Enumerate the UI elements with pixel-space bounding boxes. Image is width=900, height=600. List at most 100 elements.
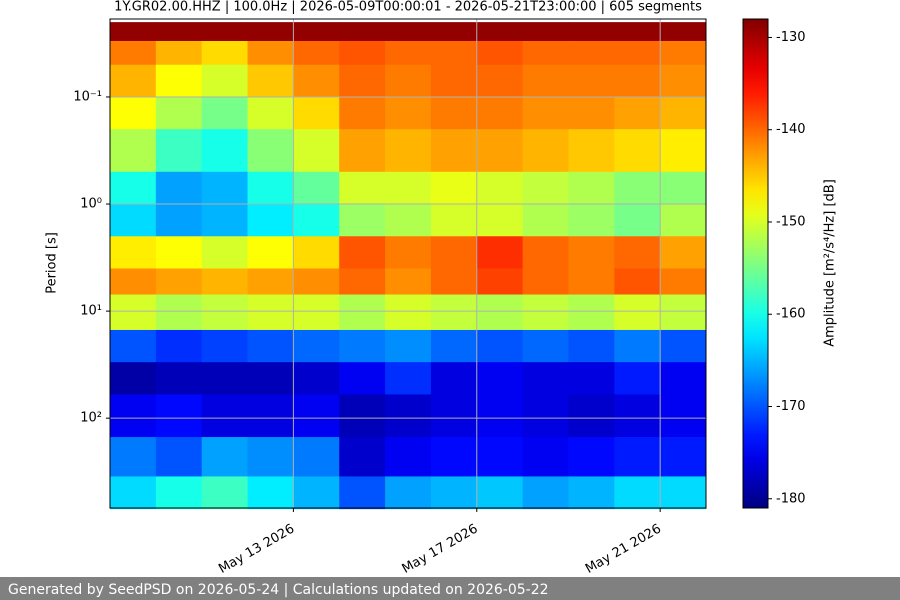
heatmap-cell [660, 268, 707, 296]
heatmap-cell [660, 171, 707, 205]
heatmap-cell [201, 40, 249, 66]
heatmap-cell [660, 40, 707, 66]
heatmap-cell [339, 329, 386, 363]
heatmap-cell [568, 394, 615, 438]
heatmap-cell [293, 294, 340, 331]
heatmap-cell [385, 96, 432, 130]
heatmap-cell [339, 40, 386, 66]
heatmap-cell [293, 394, 340, 438]
colorbar-tick-label: -180 [776, 491, 806, 506]
heatmap-cell [614, 236, 661, 270]
heatmap-cell [247, 329, 294, 363]
heatmap-cell [614, 171, 661, 205]
heatmap-cell [385, 129, 432, 173]
heatmap-cell [155, 129, 203, 173]
heatmap-cell [247, 294, 294, 331]
heatmap-cell [247, 437, 294, 477]
heatmap-cell [247, 204, 294, 237]
heatmap-cell [293, 40, 340, 66]
heatmap-cell [385, 204, 432, 237]
heatmap-cell [201, 329, 249, 363]
heatmap-cell [476, 40, 524, 66]
heatmap-cell [614, 64, 661, 98]
heatmap-cell [614, 294, 661, 331]
heatmap-cell [110, 394, 157, 438]
colorbar-tick-label: -130 [776, 30, 806, 45]
heatmap-cell [247, 64, 294, 98]
heatmap-cell [110, 476, 157, 510]
heatmap-cell [568, 362, 615, 395]
heatmap-cell [660, 236, 707, 270]
heatmap-cell [568, 171, 615, 205]
heatmap-cell [201, 171, 249, 205]
heatmap-cell [201, 22, 249, 42]
heatmap-cell [339, 476, 386, 510]
heatmap-cell [339, 394, 386, 438]
heatmap-cell [155, 236, 203, 270]
heatmap-cell [476, 268, 524, 296]
heatmap-cell [155, 204, 203, 237]
heatmap-cell [155, 268, 203, 296]
heatmap-cell [339, 171, 386, 205]
heatmap-cell [568, 96, 615, 130]
x-tick-label: May 13 2026 [216, 522, 297, 577]
heatmap-cell [155, 64, 203, 98]
heatmap-cell [476, 437, 524, 477]
heatmap-cell [293, 329, 340, 363]
heatmap-cell [385, 476, 432, 510]
heatmap-cell [339, 129, 386, 173]
heatmap-cell [293, 129, 340, 173]
heatmap-cell [385, 437, 432, 477]
heatmap-cell [110, 64, 157, 98]
heatmap-cell [476, 394, 524, 438]
heatmap-cell [110, 236, 157, 270]
heatmap-cell [339, 204, 386, 237]
heatmap-cell [476, 236, 524, 270]
heatmap-cell [293, 204, 340, 237]
heatmap-cell [201, 362, 249, 395]
heatmap-cell [522, 294, 569, 331]
heatmap-cell [110, 329, 157, 363]
heatmap-cell [110, 204, 157, 237]
heatmap-cell [660, 394, 707, 438]
heatmap-cell [430, 362, 478, 395]
heatmap-cell [293, 476, 340, 510]
heatmap-cell [339, 362, 386, 395]
heatmap-cell [614, 22, 661, 42]
heatmap-cell [293, 437, 340, 477]
heatmap-cell [660, 22, 707, 42]
heatmap-cell [385, 268, 432, 296]
heatmap-cell [660, 294, 707, 331]
y-axis-label: Period [s] [45, 232, 60, 294]
heatmap-cell [385, 236, 432, 270]
heatmap-cell [430, 204, 478, 237]
heatmap-cell [293, 22, 340, 42]
heatmap-cell [247, 362, 294, 395]
footer-text: Generated by SeedPSD on 2026-05-24 | Cal… [8, 582, 549, 598]
heatmap-cell [476, 22, 524, 42]
heatmap-cell [201, 129, 249, 173]
colorbar-tick-label: -150 [776, 214, 806, 229]
heatmap-cell [522, 394, 569, 438]
heatmap-cell [476, 204, 524, 237]
heatmap-cell [247, 394, 294, 438]
heatmap-cell [430, 171, 478, 205]
heatmap-cell [110, 96, 157, 130]
heatmap-cell [201, 96, 249, 130]
heatmap-cell [110, 294, 157, 331]
heatmap-cell [614, 476, 661, 510]
heatmap-cell [155, 394, 203, 438]
heatmap-cell [614, 362, 661, 395]
heatmap-cell [660, 64, 707, 98]
heatmap-cell [339, 268, 386, 296]
heatmap-cell [293, 362, 340, 395]
heatmap-cell [568, 40, 615, 66]
heatmap-cell [476, 171, 524, 205]
heatmap-cell [155, 294, 203, 331]
y-tick-label: 10² [80, 411, 102, 426]
heatmap-cell [430, 476, 478, 510]
heatmap-cell [339, 437, 386, 477]
heatmap-cell [660, 362, 707, 395]
heatmap-cell [522, 437, 569, 477]
